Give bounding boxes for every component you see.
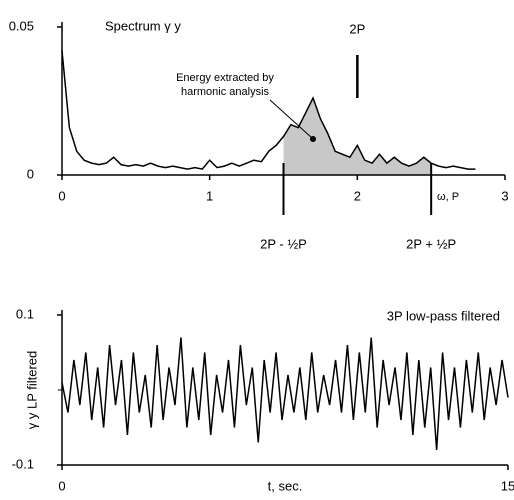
y-tick-label: -0.1 [12, 456, 34, 471]
x-tick-label: 3 [501, 188, 508, 203]
x-axis-label: t, sec. [268, 478, 303, 493]
x-tick-label: 0 [58, 188, 65, 203]
x-tick-label: 2 [354, 188, 361, 203]
chart: 0 0.05 0 1 2 3 2P 2P - ½P 2P + ½P Spectrum γ y ω, … [9, 18, 509, 251]
chart: -0.1 0.1 0 15 3P low-pass filtered t, sec. γ y… [12, 306, 514, 493]
y-tick-label: 0.05 [9, 18, 34, 33]
chart-title: 3P low-pass filtered [387, 308, 500, 323]
data-line [61, 337, 509, 451]
data-line [61, 50, 476, 170]
marker-label: 2P [349, 21, 365, 36]
arrow-head [310, 136, 316, 142]
x-tick-label: 0 [58, 478, 65, 493]
chart-title: Spectrum γ y [105, 18, 181, 33]
x-tick-label: 1 [206, 188, 213, 203]
y-axis-label: γ y LP filtered [24, 351, 39, 430]
x-axis-label: ω, P [437, 191, 459, 203]
annotation: Energy extracted by harmonic analysis [176, 72, 274, 98]
x-tick-label: 15 [501, 478, 514, 493]
marker-label: 2P + ½P [406, 236, 456, 251]
marker-label: 2P - ½P [260, 236, 307, 251]
y-tick-label: 0 [27, 166, 34, 181]
shaded-area [283, 98, 432, 175]
y-tick-label: 0.1 [16, 306, 34, 321]
annotation-arrow [269, 99, 313, 139]
